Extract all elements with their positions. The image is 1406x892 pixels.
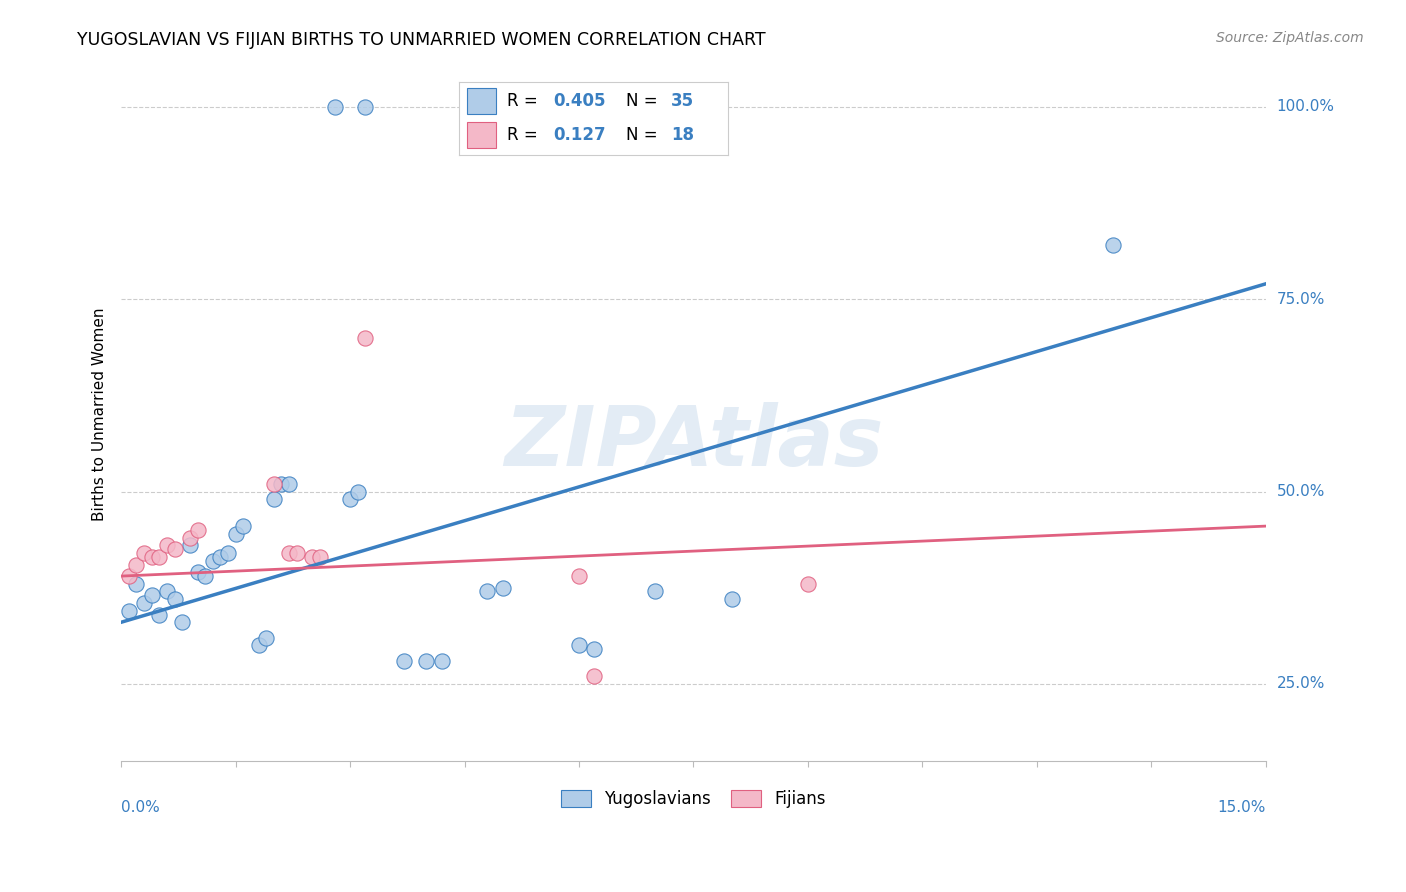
Point [354, 100, 377, 114]
Point [179, 531, 201, 545]
Point [278, 476, 301, 491]
Text: 0.0%: 0.0% [121, 799, 160, 814]
Text: 15.0%: 15.0% [1218, 799, 1265, 814]
Point [217, 546, 239, 560]
Point [644, 584, 666, 599]
Point [492, 581, 515, 595]
Point [254, 631, 277, 645]
Point [1102, 238, 1125, 252]
Y-axis label: Births to Unmarried Women: Births to Unmarried Women [93, 308, 107, 521]
Point [392, 654, 415, 668]
Point [308, 549, 330, 564]
Point [430, 654, 453, 668]
Point [148, 549, 170, 564]
Text: 25.0%: 25.0% [1277, 676, 1324, 691]
Text: ZIPAtlas: ZIPAtlas [503, 401, 883, 483]
Point [148, 607, 170, 622]
Point [247, 638, 270, 652]
Point [568, 569, 591, 583]
Point [156, 584, 179, 599]
Point [301, 549, 323, 564]
Point [141, 549, 163, 564]
Point [118, 604, 141, 618]
Point [346, 484, 368, 499]
Point [125, 558, 148, 572]
Point [797, 576, 820, 591]
Point [720, 592, 742, 607]
Point [225, 526, 247, 541]
Point [209, 549, 232, 564]
Point [270, 476, 292, 491]
Point [232, 519, 254, 533]
Point [415, 654, 437, 668]
Point [132, 596, 155, 610]
Point [285, 546, 308, 560]
Point [477, 584, 499, 599]
Point [163, 542, 186, 557]
Point [339, 492, 361, 507]
Text: 50.0%: 50.0% [1277, 484, 1324, 499]
Point [125, 576, 148, 591]
Point [583, 669, 606, 683]
Point [323, 100, 346, 114]
Point [354, 331, 377, 345]
Point [186, 523, 208, 537]
Point [156, 538, 179, 552]
Text: 100.0%: 100.0% [1277, 100, 1334, 114]
Point [132, 546, 155, 560]
Point [263, 476, 285, 491]
Text: Source: ZipAtlas.com: Source: ZipAtlas.com [1216, 31, 1364, 45]
Legend: Yugoslavians, Fijians: Yugoslavians, Fijians [554, 783, 832, 814]
Point [186, 566, 208, 580]
Point [568, 638, 591, 652]
Point [201, 554, 224, 568]
Point [179, 538, 201, 552]
Point [172, 615, 194, 630]
Text: YUGOSLAVIAN VS FIJIAN BIRTHS TO UNMARRIED WOMEN CORRELATION CHART: YUGOSLAVIAN VS FIJIAN BIRTHS TO UNMARRIE… [77, 31, 766, 49]
Point [194, 569, 217, 583]
Point [278, 546, 301, 560]
Point [583, 642, 606, 657]
Point [141, 588, 163, 602]
Text: 75.0%: 75.0% [1277, 292, 1324, 307]
Point [163, 592, 186, 607]
Point [118, 569, 141, 583]
Point [263, 492, 285, 507]
